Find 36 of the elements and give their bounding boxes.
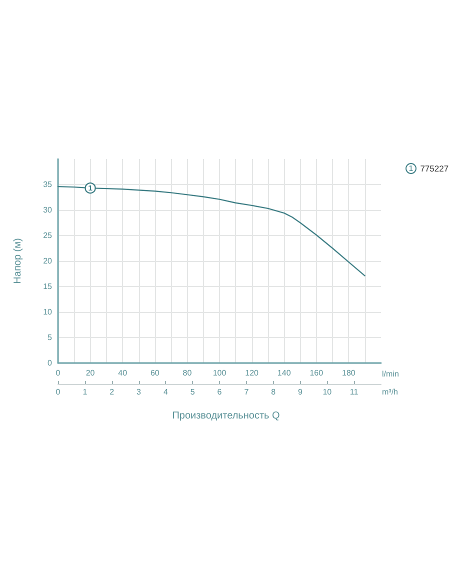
x2-tick-label: 8 xyxy=(271,388,276,396)
y-tick-label: 10 xyxy=(43,308,53,316)
x2-tick-label: 7 xyxy=(244,388,250,396)
x2-tick-label: 2 xyxy=(110,388,115,396)
x-tick-label: 40 xyxy=(118,368,128,378)
x2-tick-label: 0 xyxy=(56,388,61,396)
x2-tick-label: 6 xyxy=(217,388,222,396)
text: Производительность Q xyxy=(172,410,280,422)
y-tick-label: 20 xyxy=(43,256,53,266)
x2-tick-label: 5 xyxy=(190,388,196,396)
x2-tick-label: 4 xyxy=(163,388,168,396)
y-tick-label: 5 xyxy=(48,333,53,342)
y-tick-label: 25 xyxy=(43,231,53,240)
y-tick-label: 0 xyxy=(48,358,53,368)
x2-tick-label: 11 xyxy=(350,388,359,396)
x-tick-label: 140 xyxy=(277,368,292,378)
x-tick-label: 0 xyxy=(56,368,61,378)
x-axis-title: l/min xyxy=(382,370,399,378)
x2-tick-label: 1 xyxy=(82,388,88,396)
legend-label: 775227 xyxy=(420,164,449,174)
x-tick-label: 60 xyxy=(150,368,160,378)
x2-tick-label: 9 xyxy=(298,388,304,396)
x-tick-label: 80 xyxy=(182,368,192,378)
y-tick-label: 30 xyxy=(43,206,53,214)
x-tick-label: 120 xyxy=(245,368,260,378)
x-tick-label: 20 xyxy=(86,368,96,378)
x-tick-label: 180 xyxy=(342,368,356,378)
y-tick-label: 15 xyxy=(43,282,53,291)
x2-tick-label: 10 xyxy=(322,388,332,396)
x2-tick-label: 3 xyxy=(136,388,142,396)
x-tick-label: 160 xyxy=(310,368,324,378)
x-tick-label: 100 xyxy=(212,368,227,378)
y-axis-title: Напор (м) xyxy=(12,238,24,284)
y-tick-label: 35 xyxy=(43,180,53,189)
x2-axis-title: m³/h xyxy=(382,388,398,396)
text: 1 xyxy=(408,164,414,173)
